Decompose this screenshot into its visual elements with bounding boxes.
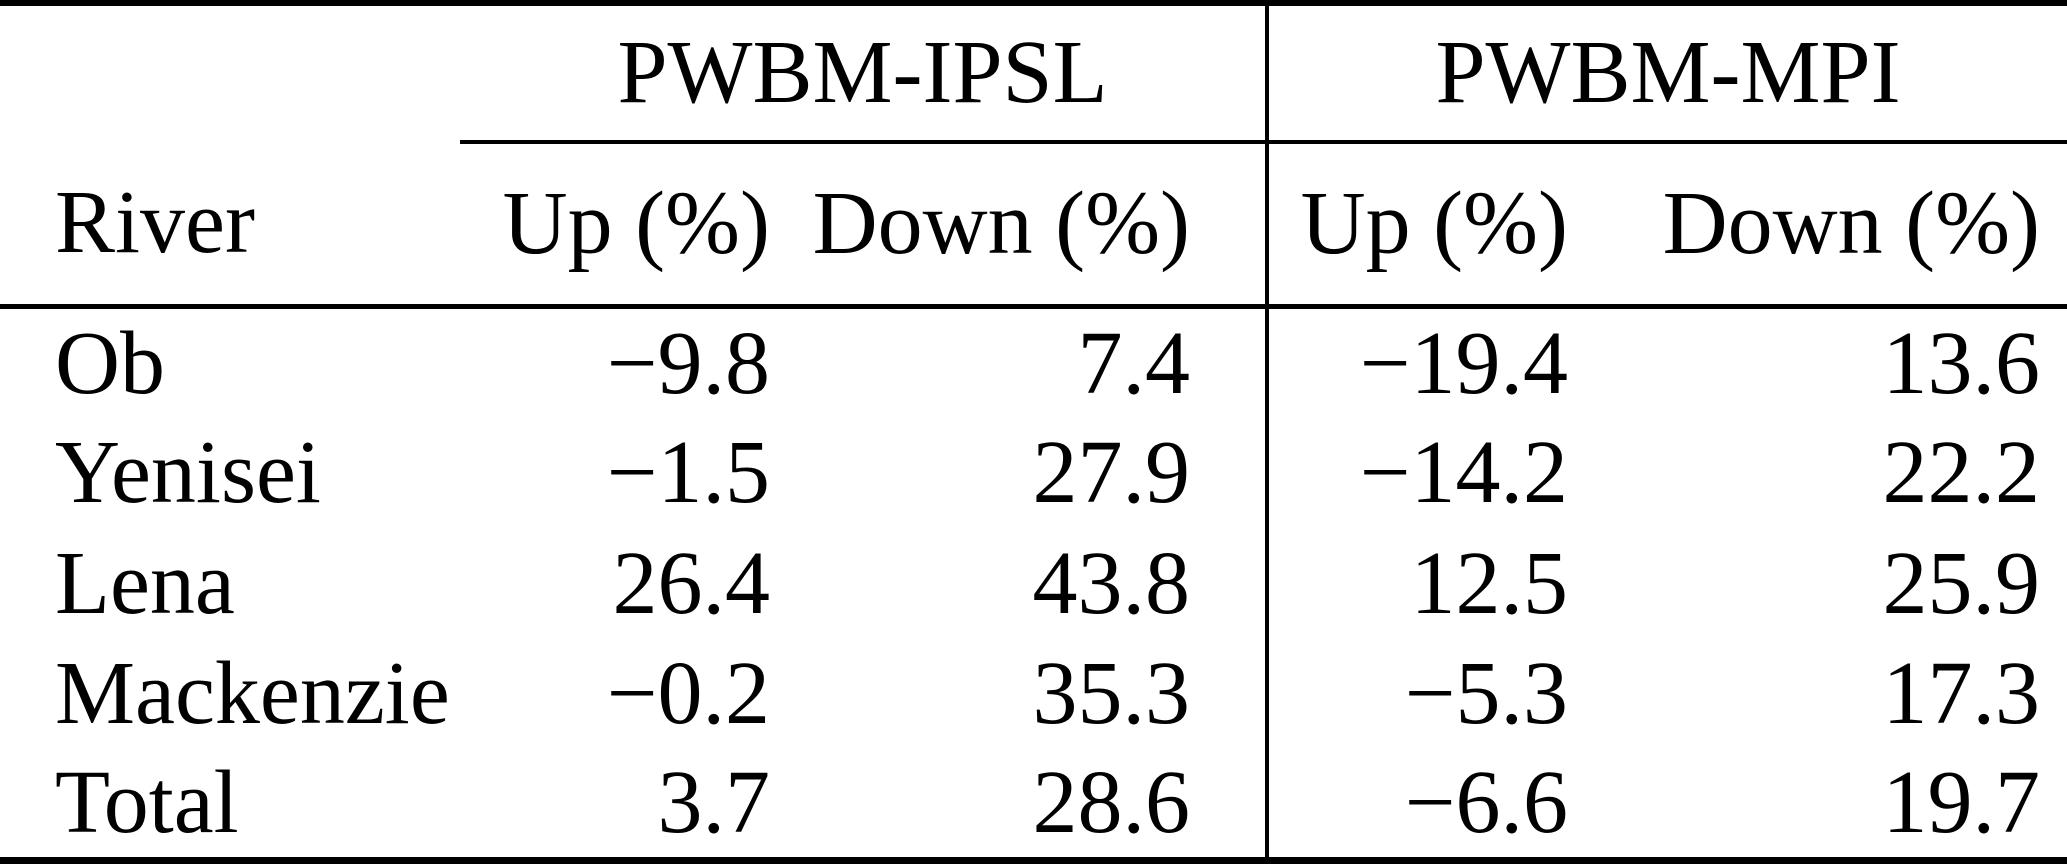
ipsl-up-cell: −9.8 [606,313,770,413]
mpi-up-cell: −5.3 [1404,644,1569,744]
river-name-cell: Lena [55,533,235,633]
mpi-up-cell: −6.6 [1404,753,1569,853]
river-name-cell: Total [55,753,239,853]
group-header-pwbm-ipsl: PWBM-IPSL [460,3,1270,144]
ipsl-up-cell: 3.7 [657,753,771,853]
col-header-ipsl-up: Up (%) [460,141,790,310]
group-header-spacer [0,3,460,142]
mpi-up-cell: −14.2 [1359,422,1569,522]
table-row-yenisei: Yenisei −1.5 27.9 −14.2 22.2 [0,417,2067,529]
col-header-ipsl-down: Down (%) [790,141,1270,310]
river-name-cell: Ob [55,313,165,413]
ipsl-up-cell: −0.2 [606,644,770,744]
mpi-down-cell: 25.9 [1882,533,2041,633]
column-header-row: River Up (%) Down (%) Up (%) Down (%) [0,141,2067,310]
col-header-river: River [0,141,460,310]
mpi-down-cell: 19.7 [1882,753,2041,853]
ipsl-down-cell: 28.6 [790,749,1270,861]
mpi-up-cell: 12.5 [1410,533,1569,633]
river-name-cell: Yenisei [55,422,321,522]
group-header-row: PWBM-IPSL PWBM-MPI [0,3,2067,144]
ipsl-up-cell: 26.4 [612,533,771,633]
ipsl-down-cell: 27.9 [790,417,1270,529]
ipsl-down-cell: 7.4 [790,306,1270,418]
mpi-down-cell: 13.6 [1882,313,2041,413]
table-row-lena: Lena 26.4 43.8 12.5 25.9 [0,528,2067,640]
mpi-down-cell: 22.2 [1882,422,2041,522]
mpi-up-cell: −19.4 [1359,313,1569,413]
ipsl-down-cell: 43.8 [790,528,1270,640]
ipsl-up-cell: −1.5 [606,422,770,522]
river-name-cell: Mackenzie [55,644,450,744]
table-row-mackenzie: Mackenzie −0.2 35.3 −5.3 17.3 [0,639,2067,750]
col-header-mpi-up: Up (%) [1267,141,1591,310]
table-row-ob: Ob −9.8 7.4 −19.4 13.6 [0,306,2067,418]
group-header-pwbm-mpi: PWBM-MPI [1267,3,2067,144]
mpi-down-cell: 17.3 [1882,644,2041,744]
col-header-mpi-down: Down (%) [1590,141,2067,310]
table-row-total: Total 3.7 28.6 −6.6 19.7 [0,749,2067,861]
ipsl-down-cell: 35.3 [790,639,1270,750]
